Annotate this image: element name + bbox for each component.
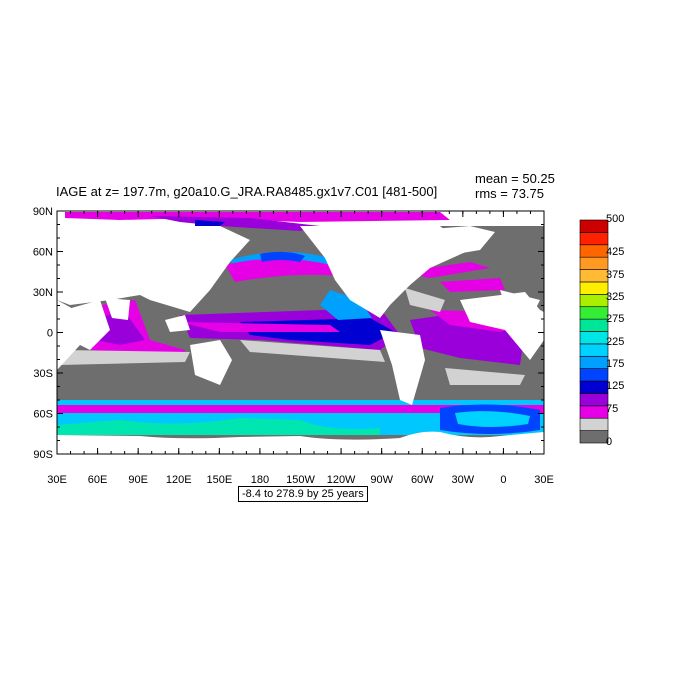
colorbar-swatch (579, 219, 609, 233)
lat-tick-label: 90S (33, 449, 53, 461)
colorbar-swatch (579, 331, 609, 345)
contour-range-note: -8.4 to 278.9 by 25 years (238, 486, 368, 502)
lon-tick-label: 0 (500, 474, 506, 486)
map-field (57, 211, 544, 454)
colorbar-label: 75 (606, 402, 619, 415)
colorbar-label: 275 (606, 313, 625, 326)
africa-east-land (57, 300, 80, 370)
europe-land (500, 290, 540, 310)
map-title: IAGE at z= 197.7m, g20a10.G_JRA.RA8485.g… (56, 184, 438, 199)
colorbar-swatch (579, 393, 609, 407)
colorbar-label: 375 (606, 268, 625, 281)
south-pacific-light (240, 340, 385, 362)
latitude-axis: 90N 60N 30N 0 30S 60S 90S (33, 206, 53, 461)
lon-tick-label: 30E (534, 474, 554, 486)
southern-ocean-magenta (57, 405, 544, 413)
greenland-land (420, 226, 495, 255)
colorbar-swatch (579, 318, 609, 332)
lon-tick-label: 180 (251, 474, 269, 486)
australia-land (190, 340, 232, 385)
north-pacific-blue (260, 251, 305, 262)
atlantic-light (405, 288, 445, 312)
indian-ocean-light (60, 350, 190, 365)
lon-tick-label: 30E (47, 474, 67, 486)
north-pacific-magenta (225, 258, 340, 282)
lon-tick-label: 60E (88, 474, 108, 486)
arctic-magenta (65, 212, 450, 222)
lat-tick-label: 90N (33, 206, 53, 218)
lon-tick-label: 90E (128, 474, 148, 486)
colorbar-swatch (579, 269, 609, 283)
colorbar-swatch (579, 244, 609, 258)
colorbar-swatch (579, 343, 609, 357)
lon-tick-label: 150E (206, 474, 232, 486)
colorbar-label: 225 (606, 335, 625, 348)
africa-land (460, 292, 544, 360)
colorbar-swatch (579, 306, 609, 320)
colorbar-label: 0 (606, 436, 613, 448)
colorbar-swatch (579, 380, 609, 394)
north-america-land (300, 226, 470, 318)
arctic-purple (150, 216, 320, 231)
axis-ticks (56, 210, 545, 455)
lon-tick-label: 30W (452, 474, 475, 486)
lat-tick-label: 30S (33, 368, 53, 380)
colorbar-swatch (579, 355, 609, 369)
lon-tick-label: 90W (370, 474, 393, 486)
colorbar (579, 219, 609, 444)
colorbar-swatch (579, 232, 609, 246)
colorbar-swatch (579, 368, 609, 382)
colorbar-label: 125 (606, 380, 625, 393)
lon-tick-label: 120E (166, 474, 192, 486)
colorbar-label: 325 (606, 291, 625, 304)
pacific-magenta-band (180, 322, 340, 332)
colorbar-label: 500 (606, 213, 625, 225)
rms-value: rms = 73.75 (475, 186, 545, 201)
lat-tick-label: 30N (33, 287, 53, 299)
eurasia-land (57, 226, 250, 312)
colorbar-swatch (579, 281, 609, 295)
lon-tick-label: 150W (286, 474, 315, 486)
lat-tick-label: 60S (33, 409, 53, 421)
lon-tick-label: 120W (327, 474, 356, 486)
colorbar-swatch (579, 417, 609, 431)
mid-atlantic-magenta (440, 278, 505, 292)
south-america-land (380, 330, 425, 405)
southern-ocean-green (57, 418, 380, 435)
south-atlantic-light (445, 368, 525, 385)
lon-tick-label: 60W (411, 474, 434, 486)
mean-value: mean = 50.25 (475, 171, 555, 186)
east-pacific-cyan (320, 290, 372, 320)
longitude-axis: 30E 60E 90E 120E 150E 180 150W 120W 90W 60W 30W 0 30… (47, 474, 554, 486)
colorbar-swatch (579, 294, 609, 308)
colorbar-label: 425 (606, 246, 625, 259)
colorbar-swatch (579, 256, 609, 270)
colorbar-swatch (579, 405, 609, 419)
weddell-cyan (455, 411, 530, 427)
colorbar-swatch (579, 430, 609, 444)
colorbar-label: 175 (606, 357, 625, 370)
india-land (105, 298, 130, 320)
maritime-continent-land (165, 315, 190, 332)
lat-tick-label: 60N (33, 247, 53, 259)
lat-tick-label: 0 (47, 328, 53, 340)
